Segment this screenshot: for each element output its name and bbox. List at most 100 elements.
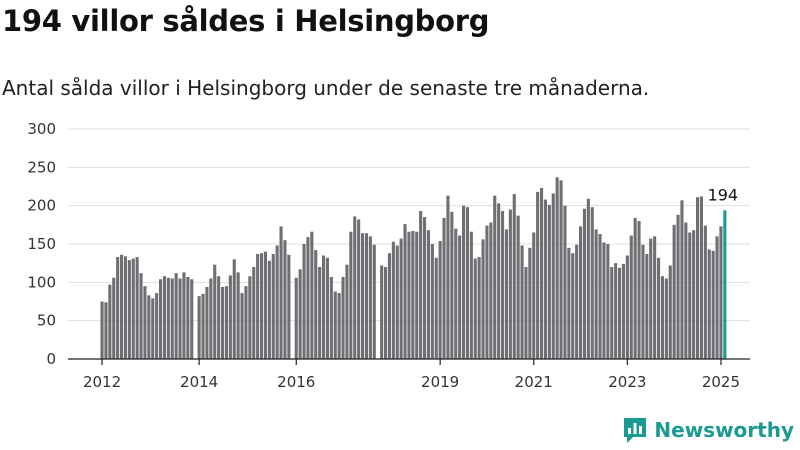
bar bbox=[707, 249, 711, 359]
bar bbox=[504, 229, 508, 359]
bar bbox=[197, 296, 201, 359]
bar bbox=[213, 264, 217, 359]
bar bbox=[649, 238, 653, 359]
x-axis-ticks: 2012 2014 2016 2019 2021 2023 2025 bbox=[68, 358, 750, 390]
bar bbox=[228, 275, 232, 359]
bar bbox=[684, 222, 688, 359]
y-tick-label: 100 bbox=[27, 273, 56, 291]
bar bbox=[696, 197, 700, 359]
bar bbox=[430, 244, 434, 359]
bar bbox=[625, 255, 629, 359]
bar bbox=[123, 256, 127, 359]
bar bbox=[637, 221, 641, 359]
bar bbox=[345, 264, 349, 359]
bar bbox=[139, 273, 143, 359]
bar bbox=[302, 244, 306, 359]
bar bbox=[283, 240, 287, 359]
bar bbox=[252, 267, 256, 359]
bars bbox=[100, 177, 727, 359]
bar bbox=[391, 241, 395, 359]
bar bbox=[426, 230, 430, 359]
bar bbox=[263, 251, 267, 359]
bar bbox=[256, 253, 260, 359]
bar bbox=[586, 198, 590, 359]
y-tick-label: 300 bbox=[27, 120, 56, 138]
bar bbox=[536, 191, 540, 359]
bar bbox=[672, 224, 676, 359]
bar bbox=[403, 224, 407, 359]
bar bbox=[120, 254, 124, 359]
bar bbox=[692, 230, 696, 359]
bar bbox=[244, 286, 248, 359]
y-tick-label: 250 bbox=[27, 158, 56, 176]
bar bbox=[135, 257, 139, 359]
bar bbox=[236, 272, 240, 359]
annotations: 194 bbox=[708, 185, 739, 204]
bar bbox=[407, 231, 411, 359]
bar bbox=[287, 254, 291, 359]
bar bbox=[248, 276, 252, 359]
bar bbox=[668, 265, 672, 359]
bar bbox=[614, 263, 618, 359]
bar bbox=[224, 286, 228, 359]
bar bbox=[170, 278, 174, 359]
y-axis-ticks: 0 50 100 150 200 250 300 bbox=[27, 120, 56, 368]
bar bbox=[551, 193, 555, 359]
bar bbox=[543, 199, 547, 359]
bar bbox=[715, 236, 719, 359]
bar bbox=[497, 203, 501, 359]
bar bbox=[501, 211, 505, 359]
bar bbox=[108, 284, 112, 359]
bar bbox=[676, 214, 680, 359]
bar bbox=[415, 231, 419, 359]
bar bbox=[325, 257, 329, 359]
bar bbox=[629, 235, 633, 359]
bar bbox=[699, 196, 703, 359]
bar bbox=[524, 267, 528, 359]
bar bbox=[579, 226, 583, 359]
bar bbox=[368, 236, 372, 359]
bar bbox=[186, 276, 190, 359]
bar bbox=[333, 291, 337, 359]
bar bbox=[442, 217, 446, 359]
bar bbox=[353, 216, 357, 359]
bar bbox=[575, 244, 579, 359]
bar bbox=[512, 194, 516, 359]
bar bbox=[162, 276, 166, 359]
bar bbox=[349, 231, 353, 359]
bar bbox=[143, 286, 147, 359]
bar bbox=[508, 209, 512, 359]
bar bbox=[465, 207, 469, 359]
bar bbox=[520, 245, 524, 359]
y-tick-label: 50 bbox=[37, 312, 56, 330]
bar bbox=[217, 276, 221, 359]
bar bbox=[159, 279, 163, 359]
bar bbox=[450, 211, 454, 359]
x-tick-label: 2023 bbox=[608, 373, 646, 390]
bar bbox=[621, 263, 625, 359]
bar bbox=[131, 258, 135, 359]
bar bbox=[221, 286, 225, 359]
bar bbox=[602, 242, 606, 359]
bar bbox=[166, 277, 170, 359]
x-tick-label: 2016 bbox=[277, 373, 315, 390]
x-tick-label: 2025 bbox=[702, 373, 740, 390]
bar bbox=[372, 244, 376, 359]
bar bbox=[151, 298, 155, 359]
bar bbox=[688, 232, 692, 359]
bar bbox=[306, 237, 310, 359]
bar bbox=[547, 204, 551, 359]
bar bbox=[719, 226, 723, 359]
brand-name: Newsworthy bbox=[654, 418, 794, 442]
bar bbox=[298, 269, 302, 359]
chart-title: 194 villor såldes i Helsingborg bbox=[2, 4, 490, 38]
bar bbox=[361, 233, 365, 359]
bar bbox=[481, 239, 485, 359]
bar bbox=[563, 205, 567, 359]
bar bbox=[610, 267, 614, 359]
bar bbox=[458, 235, 462, 359]
bar bbox=[645, 253, 649, 359]
y-tick-label: 0 bbox=[46, 350, 56, 368]
bar bbox=[364, 233, 368, 359]
bar bbox=[201, 293, 205, 359]
